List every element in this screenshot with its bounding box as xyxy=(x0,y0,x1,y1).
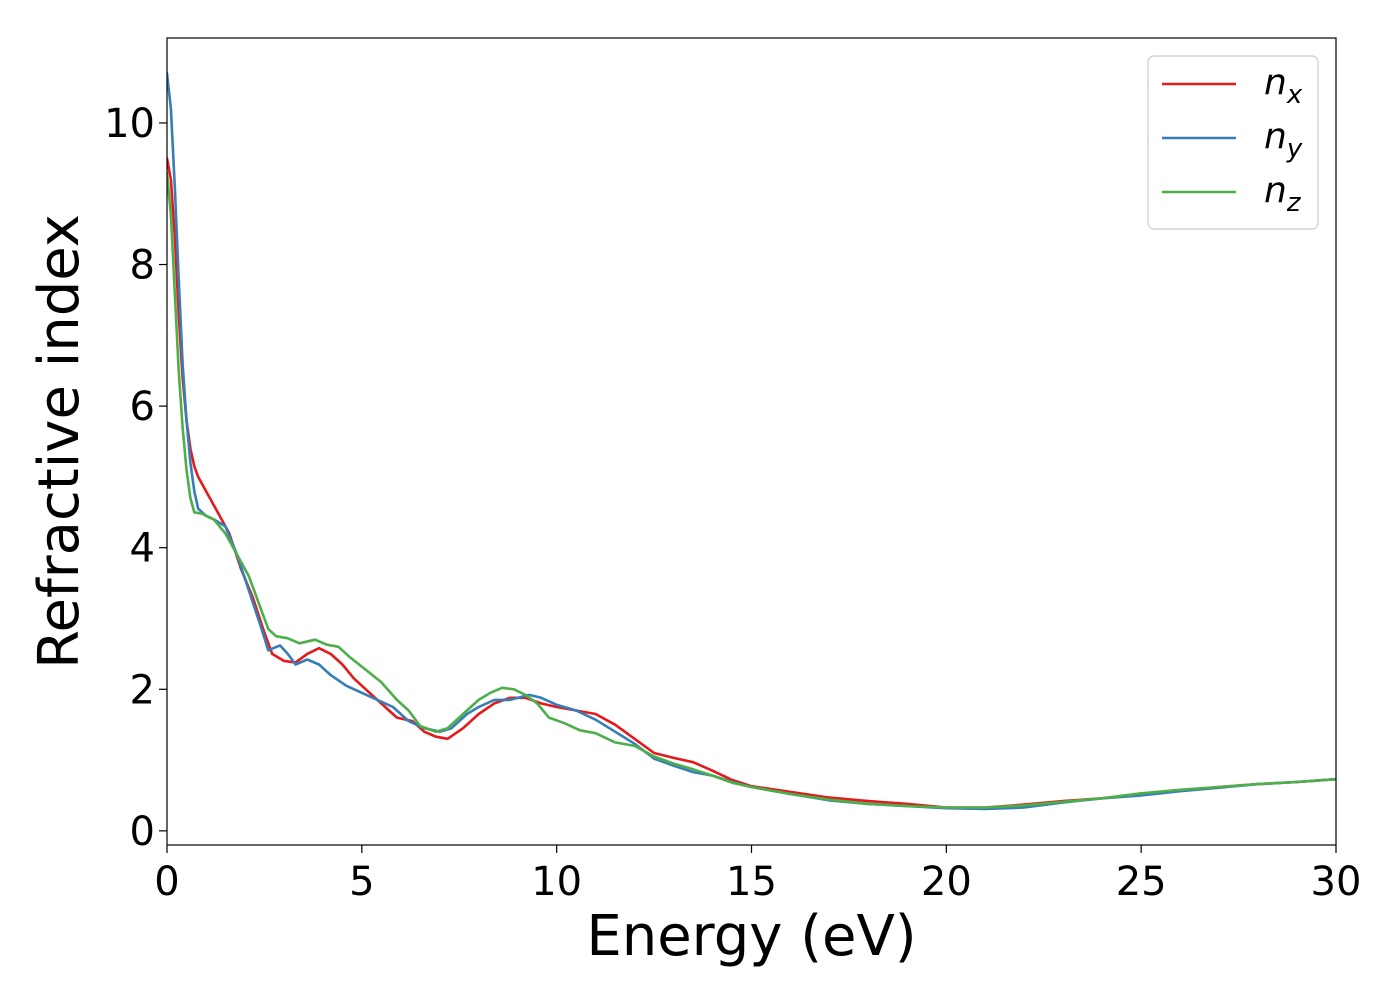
legend-box xyxy=(1147,55,1319,230)
legend-label-nz: nz xyxy=(1264,170,1302,218)
legend-label-nx: nx xyxy=(1264,62,1303,110)
y-axis-label: Refractive index xyxy=(27,214,92,669)
x-tick-label: 10 xyxy=(531,859,582,905)
x-tick-label: 25 xyxy=(1116,859,1167,905)
axis-ticks: 0 5 10 15 20 25 30 0 2 4 6 8 10 xyxy=(104,101,1361,905)
x-tick-label: 30 xyxy=(1311,859,1362,905)
y-tick-label: 6 xyxy=(130,384,155,430)
y-tick-label: 0 xyxy=(130,809,155,855)
x-tick-label: 20 xyxy=(921,859,972,905)
series-line-nx xyxy=(167,157,1336,809)
series-line-nz xyxy=(167,171,1336,809)
legend: nx ny nz xyxy=(1147,55,1319,230)
x-axis-label: Energy (eV) xyxy=(586,904,916,969)
y-tick-label: 8 xyxy=(130,243,155,289)
y-tick-label: 10 xyxy=(104,101,155,147)
y-tick-label: 2 xyxy=(130,667,155,713)
legend-label-ny: ny xyxy=(1264,116,1303,164)
x-tick-label: 5 xyxy=(349,859,374,905)
series-lines xyxy=(167,72,1336,811)
x-tick-label: 15 xyxy=(726,859,777,905)
y-tick-label: 4 xyxy=(130,526,155,572)
x-tick-label: 0 xyxy=(154,859,179,905)
